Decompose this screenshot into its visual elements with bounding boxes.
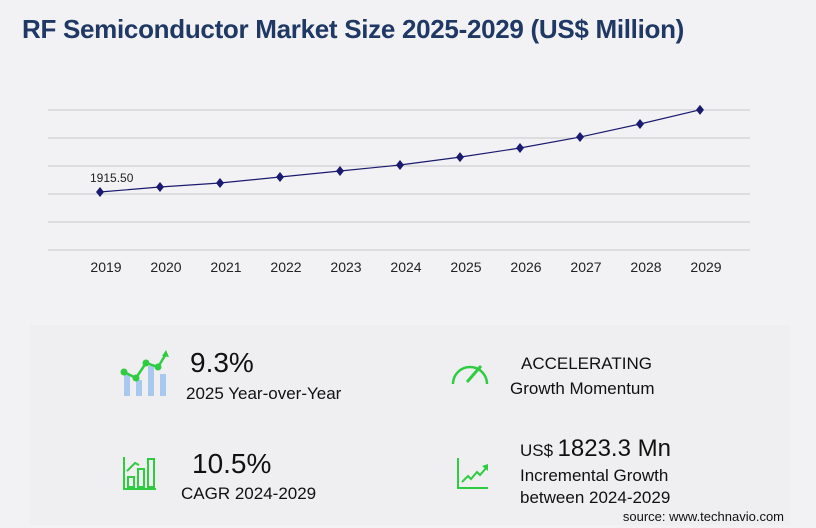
incremental-growth: US$ 1823.3 Mn [520,435,671,463]
source-credit: source: www.technavio.com [622,509,784,524]
data-point [456,152,464,163]
x-tick-label: 2024 [390,259,421,275]
incremental-value: 1823.3 Mn [557,435,671,462]
series-line [99,109,701,193]
data-point [576,132,584,143]
yoy-label: 2025 Year-over-Year [186,384,342,403]
growth-chart-icon [120,350,169,396]
x-tick-label: 2022 [270,259,301,275]
cagr-value: 10.5% [192,448,272,479]
x-tick-label: 2029 [690,259,721,275]
data-point [516,143,524,154]
x-tick-label: 2019 [90,259,121,275]
data-point [216,178,224,189]
data-point [156,182,164,193]
data-point [276,172,284,183]
currency-prefix: US$ [520,441,554,460]
data-point [696,104,704,115]
momentum-value: ACCELERATING [521,354,652,373]
data-point [96,187,104,198]
bar-chart-icon [123,457,156,490]
data-point [336,166,344,177]
cagr-label: CAGR 2024-2029 [181,484,317,503]
data-point [636,119,644,130]
trend-up-icon [457,458,488,489]
momentum-label: Growth Momentum [510,379,655,398]
x-tick-label: 2028 [630,259,661,275]
x-tick-label: 2025 [450,259,481,275]
x-tick-label: 2026 [510,259,541,275]
x-tick-label: 2027 [570,259,601,275]
speedometer-icon [451,365,489,385]
data-point [396,160,404,171]
yoy-value: 9.3% [190,347,254,378]
x-tick-label: 2021 [210,259,241,275]
line-chart: 2019 2020 2021 2022 2023 2024 2025 2026 2027 2028… [48,104,750,275]
page-title: RF Semiconductor Market Size 2025-2029 (… [22,14,685,44]
x-tick-label: 2020 [150,259,181,275]
data-label: 1915.50 [90,171,134,185]
incremental-label-1: Incremental Growth [520,466,669,485]
x-tick-label: 2023 [330,259,361,275]
stats-panel [30,325,790,525]
incremental-label-2: between 2024-2029 [520,488,671,507]
